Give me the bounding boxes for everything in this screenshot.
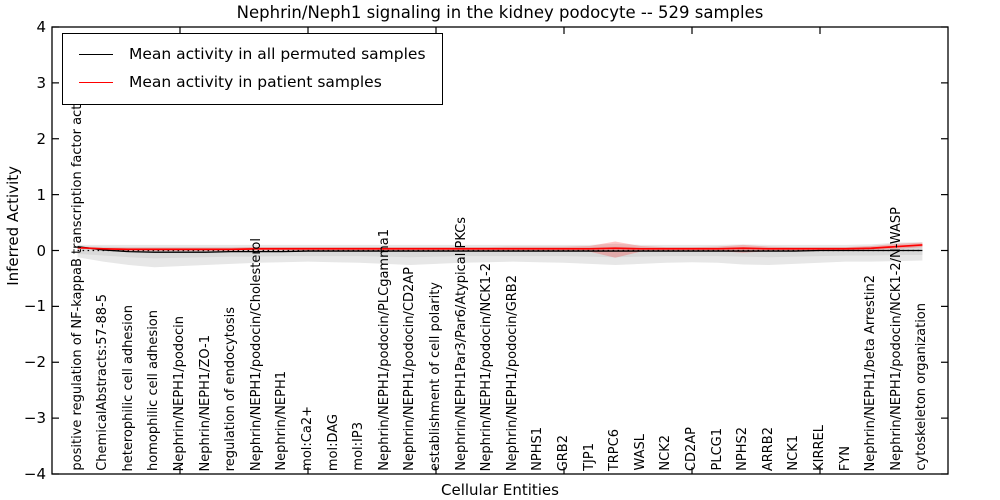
series-line-0	[77, 245, 923, 253]
x-category-label: Nephrin/NEPH1/beta Arrestin2	[863, 274, 879, 472]
x-category-label: NCK2	[658, 435, 674, 471]
y-tick-label: −3	[23, 409, 46, 428]
x-category-label: homophilic cell adhesion	[146, 310, 162, 471]
x-category-label: Nephrin/NEPH1/podocin/CD2AP	[402, 267, 418, 471]
x-category-label: Nephrin/NEPH1/podocin/Cholesterol	[248, 237, 264, 471]
x-axis-title: Cellular Entities	[441, 481, 559, 499]
legend-line-sample-black	[79, 53, 113, 55]
y-tick-label: 4	[36, 18, 46, 36]
legend-line-sample-red	[79, 81, 113, 83]
legend: Mean activity in all permuted samples Me…	[62, 33, 443, 105]
y-axis-title: Inferred Activity	[4, 166, 22, 286]
x-category-label: TJP1	[581, 443, 597, 471]
x-category-label: FYN	[837, 445, 853, 471]
x-category-label: ARRB2	[760, 426, 776, 471]
x-category-label: mol:Ca2+	[300, 406, 315, 471]
y-tick-label: 0	[36, 241, 46, 260]
chart-title: Nephrin/Neph1 signaling in the kidney po…	[236, 3, 764, 22]
x-category-label: cytoskeleton organization	[914, 303, 930, 471]
x-category-label: Nephrin/NEPH1/podocin/NCK1-2	[479, 262, 495, 471]
series-line-1	[77, 244, 923, 251]
x-category-label: PLCG1	[709, 428, 725, 471]
legend-label: Mean activity in patient samples	[129, 73, 382, 91]
x-category-label: regulation of endocytosis	[223, 306, 239, 471]
legend-label: Mean activity in all permuted samples	[129, 45, 426, 63]
legend-entry-patient: Mean activity in patient samples	[79, 68, 426, 96]
x-category-label: NCK1	[786, 435, 802, 471]
x-category-label: Nephrin/NEPH1	[274, 371, 290, 471]
y-tick-label: −1	[23, 297, 46, 316]
x-category-label: ChemicalAbstracts:57-88-5	[95, 294, 111, 471]
x-category-label: KIRREL	[812, 425, 827, 471]
x-category-label: Nephrin/NEPH1/podocin/NCK1-2/N-WASP	[888, 207, 904, 471]
y-tick-label: 3	[36, 73, 46, 92]
y-tick-label: 2	[36, 129, 46, 148]
x-category-label: GRB2	[556, 434, 571, 471]
x-category-label: mol:IP3	[351, 422, 367, 471]
x-category-label: Nephrin/NEPH1/podocin/GRB2	[504, 274, 520, 471]
x-category-label: Nephrin/NEPH1/podocin	[172, 315, 187, 471]
x-category-label: NPHS2	[735, 427, 751, 471]
y-tick-label: −2	[23, 353, 46, 372]
y-tick-label: −4	[23, 465, 46, 483]
legend-entry-permuted: Mean activity in all permuted samples	[79, 40, 426, 68]
x-category-label: establishment of cell polarity	[428, 281, 443, 471]
x-category-label: Nephrin/NEPH1Par3/Par6/Atypical PKCs	[453, 217, 469, 471]
x-category-label: Nephrin/NEPH1/ZO-1	[197, 334, 213, 471]
x-category-label: positive regulation of NF-kappaB transcr…	[69, 77, 85, 471]
x-category-label: mol:DAG	[325, 413, 341, 471]
x-category-label: TRPC6	[607, 428, 623, 471]
x-category-label: CD2AP	[684, 426, 699, 471]
x-category-label: WASL	[632, 434, 648, 471]
x-category-label: heterophilic cell adhesion	[120, 304, 136, 472]
x-category-label: Nephrin/NEPH1/podocin/PLCgamma1	[376, 229, 392, 471]
x-category-label: NPHS1	[530, 427, 546, 471]
y-tick-label: 1	[36, 185, 46, 204]
